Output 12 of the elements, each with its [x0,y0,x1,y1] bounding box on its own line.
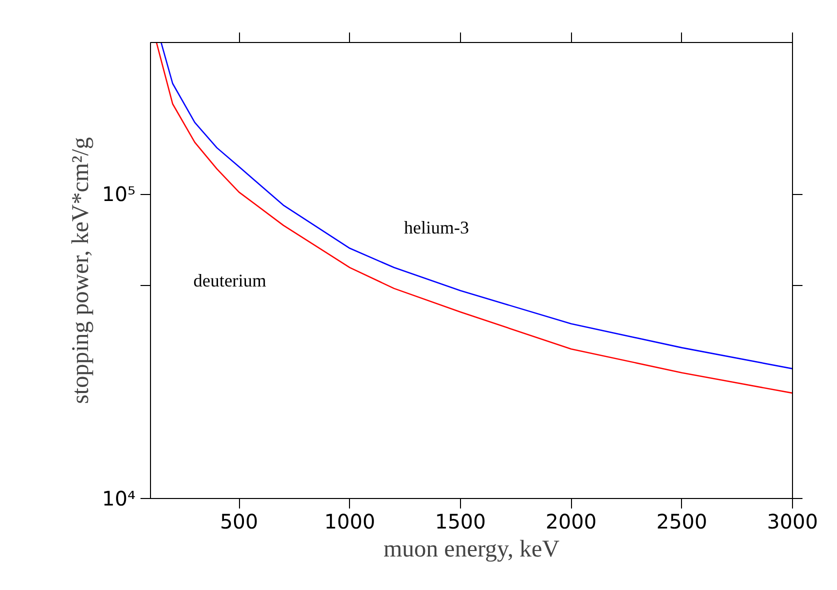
y-tick-label: 10⁴ [102,486,136,510]
series-label: helium-3 [404,218,470,238]
x-tick-label: 2500 [656,510,708,534]
y-tick-label: 10⁵ [102,182,136,206]
x-tick-label: 3000 [767,510,818,534]
x-axis-title: muon energy, keV [384,536,560,562]
text: deuterium [193,270,266,290]
y-axis-title: stopping power, keV*cm²/g [68,137,94,404]
x-tick-label: 1000 [324,510,376,534]
x-tick-label: 500 [220,510,258,534]
x-tick-label: 2000 [546,510,597,534]
x-tick-label: 1500 [434,510,486,534]
